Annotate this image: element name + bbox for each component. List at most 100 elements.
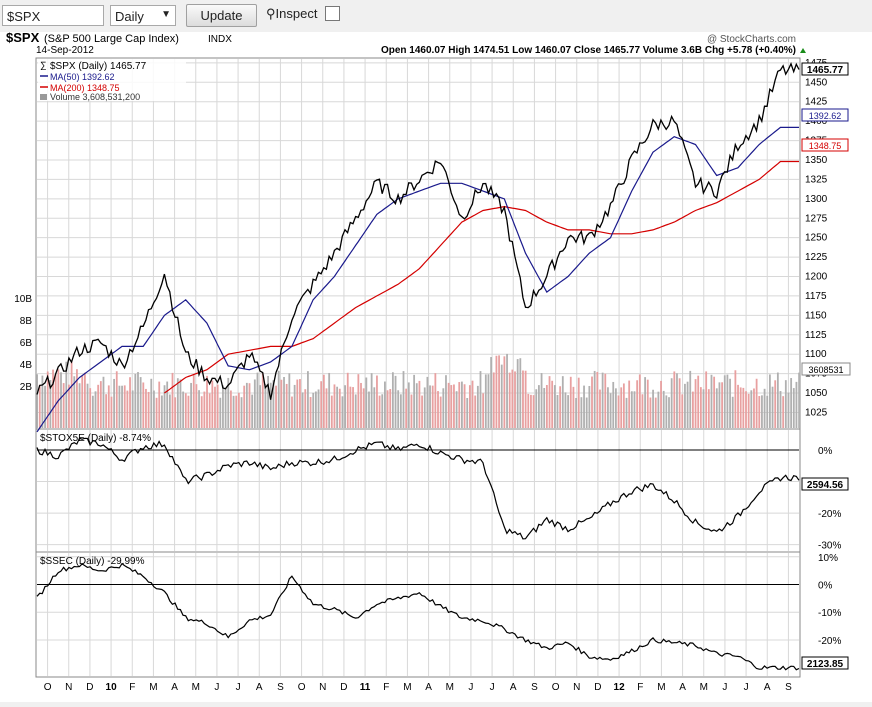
inspect-checkbox[interactable]: [325, 6, 340, 21]
stox-y-tick: 0%: [818, 446, 833, 457]
volume-bar: [288, 373, 291, 428]
volume-bar: [283, 376, 285, 428]
volume-bar: [131, 390, 134, 428]
volume-bar: [190, 382, 192, 428]
volume-bar: [461, 381, 463, 428]
volume-bar: [492, 372, 495, 428]
volume-bar: [118, 385, 121, 428]
volume-bar: [718, 382, 721, 428]
volume-bar: [596, 371, 599, 428]
volume-bar: [445, 375, 447, 428]
price-legend: ∑ $SPX (Daily) 1465.77 MA(50) 1392.62 MA…: [38, 59, 186, 102]
inspect-label: Inspect: [275, 6, 318, 21]
volume-bar: [65, 361, 68, 428]
inspect-toggle[interactable]: ⚲Inspect: [266, 6, 317, 22]
volume-bar: [633, 391, 636, 428]
volume-bar: [646, 379, 649, 428]
update-button[interactable]: Update: [186, 4, 257, 27]
volume-bar: [232, 395, 235, 428]
volume-bar: [540, 373, 543, 428]
volume-bar: [46, 371, 49, 428]
volume-bar: [113, 378, 115, 428]
volume-bar: [267, 375, 269, 428]
volume-bar: [272, 380, 275, 428]
header-ticker: $SPX: [6, 32, 40, 45]
volume-bar: [625, 397, 628, 428]
volume-bar: [431, 385, 434, 428]
price-y-tick: 1125: [805, 330, 827, 341]
ssec-y-tick: 0%: [818, 581, 833, 592]
x-axis-label: A: [256, 682, 263, 693]
volume-bar: [94, 391, 97, 428]
volume-bar: [57, 369, 60, 428]
volume-bar: [705, 371, 708, 428]
volume-bar: [203, 391, 206, 428]
spx-price-line: [36, 62, 800, 400]
volume-bar: [784, 380, 787, 428]
x-axis-label: A: [679, 682, 686, 693]
volume-bar: [147, 391, 150, 428]
x-axis-label: O: [44, 682, 52, 693]
header-name: (S&P 500 Large Cap Index): [44, 33, 179, 45]
volume-bar: [370, 373, 373, 428]
price-y-tick: 1175: [805, 291, 827, 302]
volume-bar: [394, 375, 397, 428]
symbol-input[interactable]: $SPX: [2, 5, 104, 26]
volume-bar: [219, 397, 222, 428]
volume-bar: [792, 388, 795, 428]
volume-y-tick: 2B: [20, 382, 33, 393]
volume-bar: [580, 397, 583, 428]
volume-bar: [551, 380, 554, 428]
volume-bar: [753, 388, 755, 428]
volume-bar: [418, 380, 421, 428]
volume-bar: [678, 378, 681, 428]
stox-panel-frame: [35, 428, 801, 553]
price-y-tick: 1400: [805, 116, 828, 127]
volume-bar: [421, 395, 423, 428]
volume-bar: [349, 386, 352, 428]
x-axis-label: D: [86, 682, 93, 693]
ssec-line: [36, 562, 800, 671]
volume-bar: [314, 391, 317, 428]
legend-volume: Volume 3,608,531,200: [50, 92, 140, 102]
ma200-line: [164, 160, 799, 394]
volume-bar: [617, 395, 620, 428]
volume-bar: [365, 377, 368, 428]
svg-text:1348.75: 1348.75: [809, 141, 842, 151]
x-axis-label: N: [573, 682, 580, 693]
volume-bar: [397, 390, 400, 428]
period-select[interactable]: Daily ▼: [110, 5, 176, 26]
volume-bar: [742, 387, 745, 428]
volume-bar: [585, 397, 588, 428]
volume-bar: [182, 391, 185, 428]
volume-bar: [591, 376, 593, 428]
volume-bar: [482, 393, 485, 428]
volume-bar: [564, 392, 567, 428]
volume-bar: [160, 395, 163, 428]
volume-bar: [245, 382, 248, 428]
header-watermark: @ StockCharts.com: [707, 34, 796, 45]
stox-last-label: 2594.56: [801, 477, 849, 491]
volume-bar: [344, 385, 346, 428]
volume-bar: [333, 384, 336, 428]
volume-bar: [200, 396, 203, 428]
volume-bar: [519, 358, 522, 428]
volume-bar: [381, 394, 384, 428]
x-axis-label: 11: [360, 682, 371, 693]
volume-bar: [52, 369, 54, 428]
volume-bar: [545, 384, 548, 428]
volume-bar: [362, 388, 365, 428]
volume-bar: [638, 374, 641, 428]
legend-ssec: $SSEC (Daily) -29.99%: [40, 556, 145, 567]
volume-bar: [386, 390, 389, 428]
volume-bars: [36, 353, 800, 428]
volume-bar: [426, 376, 429, 428]
volume-bar: [368, 391, 370, 428]
volume-bar: [357, 374, 360, 428]
x-axis-label: J: [744, 682, 749, 693]
volume-bar: [479, 371, 482, 428]
volume-bar: [702, 389, 705, 428]
volume-bar: [137, 372, 139, 428]
legend-price: $SPX (Daily) 1465.77: [50, 61, 147, 72]
x-axis-label: 12: [614, 682, 626, 693]
